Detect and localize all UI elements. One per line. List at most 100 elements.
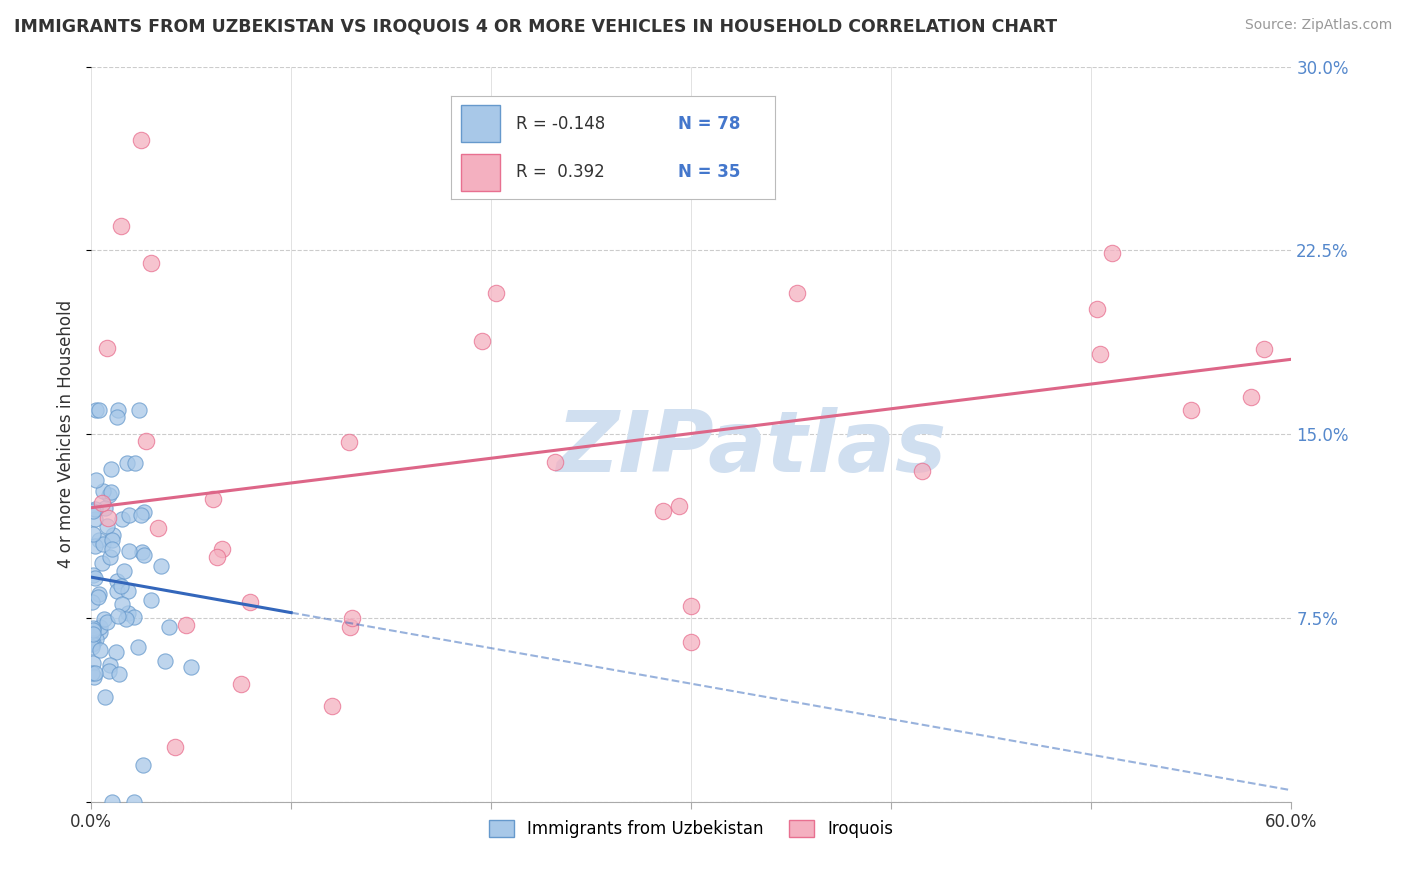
Point	[86, 473, 108, 487]
Point	[94, 690, 117, 704]
Text: ZIPatlas: ZIPatlas	[557, 408, 946, 491]
Point	[544, 455, 567, 469]
Point	[86, 590, 108, 604]
Point	[100, 795, 122, 809]
Point	[157, 620, 180, 634]
Point	[174, 617, 197, 632]
Point	[105, 583, 128, 598]
Point	[89, 643, 111, 657]
Point	[668, 499, 690, 513]
Point	[1253, 342, 1275, 356]
Point	[1088, 347, 1111, 361]
Point	[97, 510, 120, 524]
Point	[91, 536, 114, 550]
Point	[101, 542, 124, 557]
Point	[97, 664, 120, 678]
Point	[112, 564, 135, 578]
Point	[82, 568, 104, 582]
Text: Source: ZipAtlas.com: Source: ZipAtlas.com	[1244, 18, 1392, 32]
Point	[108, 667, 131, 681]
Point	[82, 504, 104, 518]
Point	[115, 612, 138, 626]
Point	[165, 739, 187, 754]
Point	[82, 627, 104, 641]
Point	[117, 583, 139, 598]
Point	[82, 527, 104, 541]
Point	[129, 508, 152, 522]
Point	[86, 403, 108, 417]
Point	[1085, 301, 1108, 316]
Point	[239, 595, 262, 609]
Y-axis label: 4 or more Vehicles in Household: 4 or more Vehicles in Household	[58, 300, 75, 568]
Point	[110, 512, 132, 526]
Point	[89, 586, 111, 600]
Point	[911, 464, 934, 478]
Point	[205, 550, 228, 565]
Point	[131, 544, 153, 558]
Point	[340, 610, 363, 624]
Point	[89, 625, 111, 640]
Point	[89, 533, 111, 548]
Point	[83, 512, 105, 526]
Point	[321, 698, 343, 713]
Point	[471, 334, 494, 348]
Point	[117, 606, 139, 620]
Point	[101, 533, 124, 548]
Point	[155, 654, 177, 668]
Point	[96, 615, 118, 629]
Point	[128, 402, 150, 417]
Point	[83, 666, 105, 681]
Point	[82, 595, 104, 609]
Point	[122, 609, 145, 624]
Point	[105, 409, 128, 424]
Point	[96, 342, 118, 356]
Point	[84, 539, 107, 553]
Point	[110, 579, 132, 593]
Point	[786, 286, 808, 301]
Point	[115, 457, 138, 471]
Point	[127, 640, 149, 655]
Point	[100, 550, 122, 565]
Point	[94, 500, 117, 515]
Point	[83, 670, 105, 684]
Point	[87, 402, 110, 417]
Point	[98, 488, 121, 502]
Point	[82, 665, 104, 680]
Point	[107, 402, 129, 417]
Point	[681, 635, 703, 649]
Point	[132, 548, 155, 562]
Point	[202, 491, 225, 506]
Point	[139, 593, 162, 607]
Point	[104, 645, 127, 659]
Text: IMMIGRANTS FROM UZBEKISTAN VS IROQUOIS 4 OR MORE VEHICLES IN HOUSEHOLD CORRELATI: IMMIGRANTS FROM UZBEKISTAN VS IROQUOIS 4…	[14, 18, 1057, 36]
Legend: Immigrants from Uzbekistan, Iroquois: Immigrants from Uzbekistan, Iroquois	[482, 814, 900, 845]
Point	[129, 133, 152, 147]
Point	[98, 657, 121, 672]
Point	[96, 519, 118, 533]
Point	[118, 508, 141, 522]
Point	[91, 483, 114, 498]
Point	[100, 462, 122, 476]
Point	[105, 574, 128, 588]
Point	[1180, 402, 1202, 417]
Point	[735, 154, 758, 169]
Point	[1101, 246, 1123, 260]
Point	[89, 619, 111, 633]
Point	[124, 456, 146, 470]
Point	[651, 504, 673, 518]
Point	[82, 637, 104, 651]
Point	[150, 558, 173, 573]
Point	[83, 502, 105, 516]
Point	[82, 636, 104, 650]
Point	[82, 623, 104, 637]
Point	[82, 656, 104, 670]
Point	[211, 541, 233, 556]
Point	[229, 677, 252, 691]
Point	[82, 640, 104, 654]
Point	[110, 219, 132, 233]
Point	[107, 608, 129, 623]
Point	[118, 544, 141, 558]
Point	[82, 621, 104, 635]
Point	[485, 286, 508, 301]
Point	[91, 496, 114, 510]
